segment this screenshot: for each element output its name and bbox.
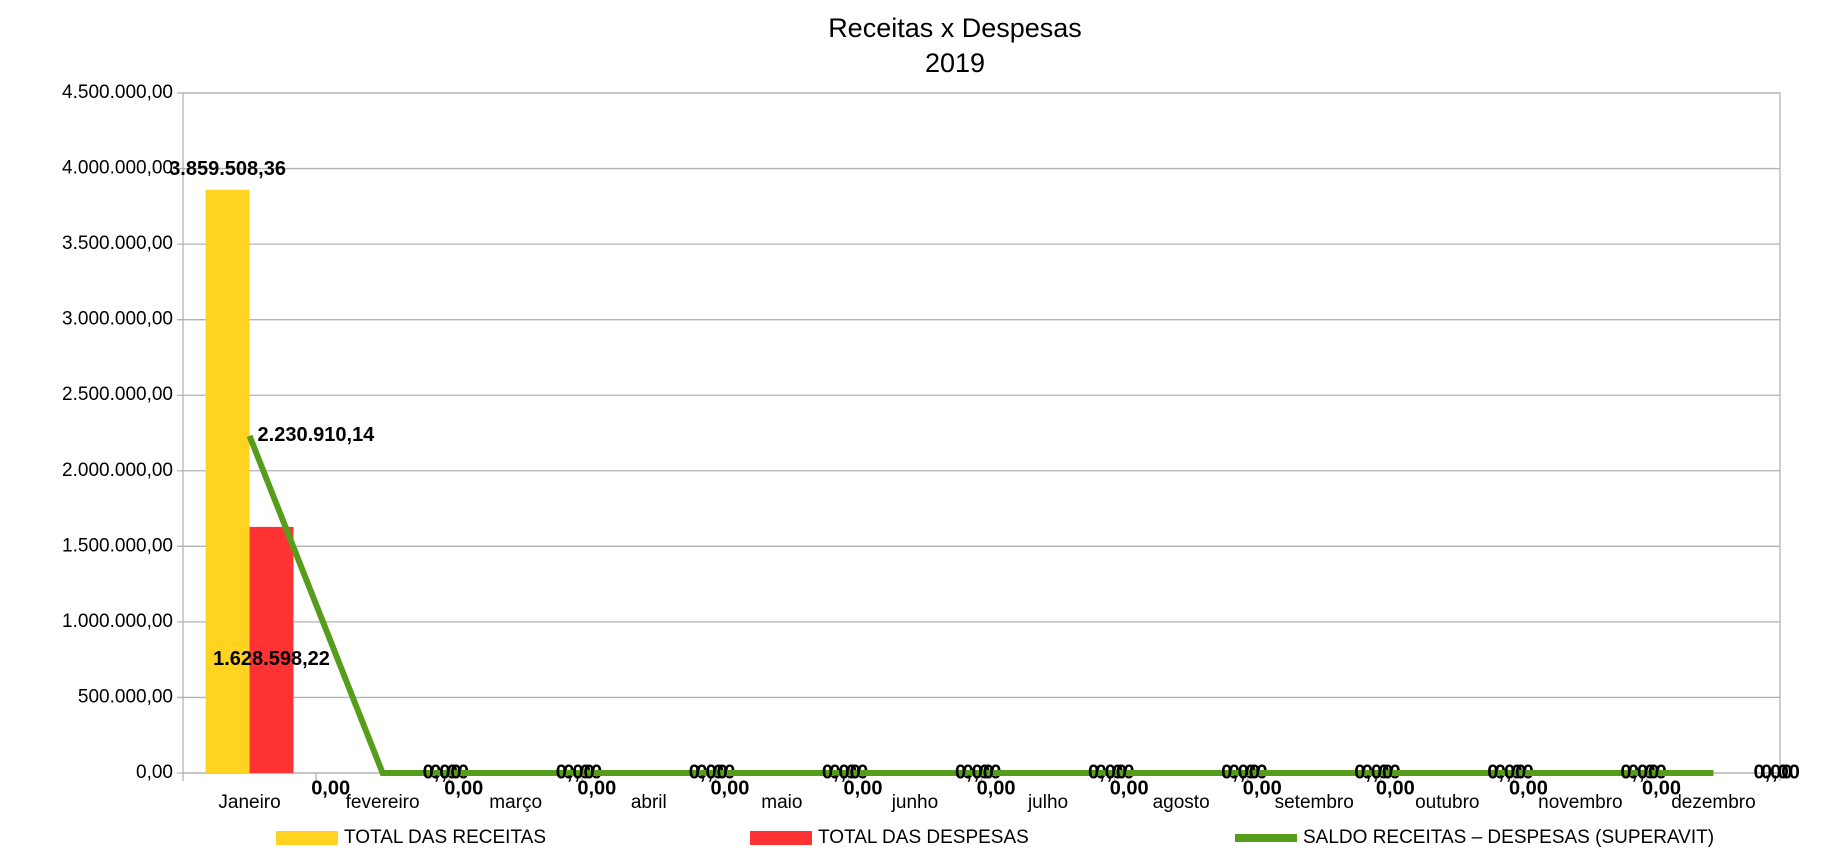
plot-frame xyxy=(182,92,1781,774)
y-tick-label: 2.000.000,00 xyxy=(62,460,173,481)
y-tick-label: 4.500.000,00 xyxy=(62,82,173,103)
data-label: 0,00 xyxy=(556,761,595,783)
x-tick-label: abril xyxy=(631,792,667,813)
data-label: 0,00 xyxy=(710,777,749,799)
data-label: 0,00 xyxy=(955,761,994,783)
data-label: 0,00 xyxy=(1509,777,1548,799)
x-tick-label: junho xyxy=(891,792,939,813)
legend-label: SALDO RECEITAS – DESPESAS (SUPERAVIT) xyxy=(1303,827,1714,848)
y-tick-label: 4.000.000,00 xyxy=(62,158,173,179)
data-label: 0,00 xyxy=(844,777,883,799)
x-tick-label: dezembro xyxy=(1671,792,1756,813)
data-label: 0,00 xyxy=(977,777,1016,799)
x-tick-label: julho xyxy=(1027,792,1068,813)
legend-swatch xyxy=(276,831,338,845)
chart-subtitle: 2019 xyxy=(925,48,985,78)
bar xyxy=(249,526,294,773)
data-label: 0,00 xyxy=(1354,761,1393,783)
data-label: 0,00 xyxy=(1110,777,1149,799)
chart-title: Receitas x Despesas xyxy=(828,13,1082,43)
y-tick-label: 1.000.000,00 xyxy=(62,611,173,632)
data-label: 0,00 xyxy=(423,761,462,783)
legend-swatch xyxy=(750,831,812,845)
x-tick-label: maio xyxy=(761,792,802,813)
y-tick-label: 2.500.000,00 xyxy=(62,384,173,405)
data-label: 0,00 xyxy=(311,777,350,799)
x-tick-label: outubro xyxy=(1415,792,1479,813)
x-tick-label: agosto xyxy=(1153,792,1210,813)
data-label: 0,00 xyxy=(1753,761,1792,783)
data-label: 0,00 xyxy=(1221,761,1260,783)
data-label: 0,00 xyxy=(822,761,861,783)
data-label: 2.230.910,14 xyxy=(258,424,376,446)
data-label: 0,00 xyxy=(1376,777,1415,799)
data-label: 0,00 xyxy=(1088,761,1127,783)
bar xyxy=(205,189,250,773)
data-label: 3.859.508,36 xyxy=(169,158,286,180)
data-label: 0,00 xyxy=(1642,777,1681,799)
x-tick-label: setembro xyxy=(1275,792,1354,813)
data-label: 0,00 xyxy=(1761,761,1800,783)
data-label: 0,00 xyxy=(1620,761,1659,783)
y-tick-label: 3.500.000,00 xyxy=(62,233,173,254)
y-tick-label: 3.000.000,00 xyxy=(62,309,173,330)
line xyxy=(246,434,1714,776)
data-label: 0,00 xyxy=(1487,761,1526,783)
y-tick-label: 1.500.000,00 xyxy=(62,535,173,556)
y-tick-label: 500.000,00 xyxy=(78,686,173,707)
y-tick-label: 0,00 xyxy=(136,762,173,783)
x-tick-label: Janeiro xyxy=(218,792,280,813)
data-label: 0,00 xyxy=(689,761,728,783)
legend-label: TOTAL DAS RECEITAS xyxy=(344,827,546,848)
legend-label: TOTAL DAS DESPESAS xyxy=(818,827,1029,848)
data-label: 0,00 xyxy=(577,777,616,799)
x-tick-label: novembro xyxy=(1538,792,1623,813)
x-tick-label: fevereiro xyxy=(346,792,420,813)
data-label: 1.628.598,22 xyxy=(213,648,330,670)
data-label: 0,00 xyxy=(444,777,483,799)
legend-swatch xyxy=(1235,834,1297,842)
data-label: 0,00 xyxy=(1243,777,1282,799)
x-tick-label: março xyxy=(489,792,542,813)
